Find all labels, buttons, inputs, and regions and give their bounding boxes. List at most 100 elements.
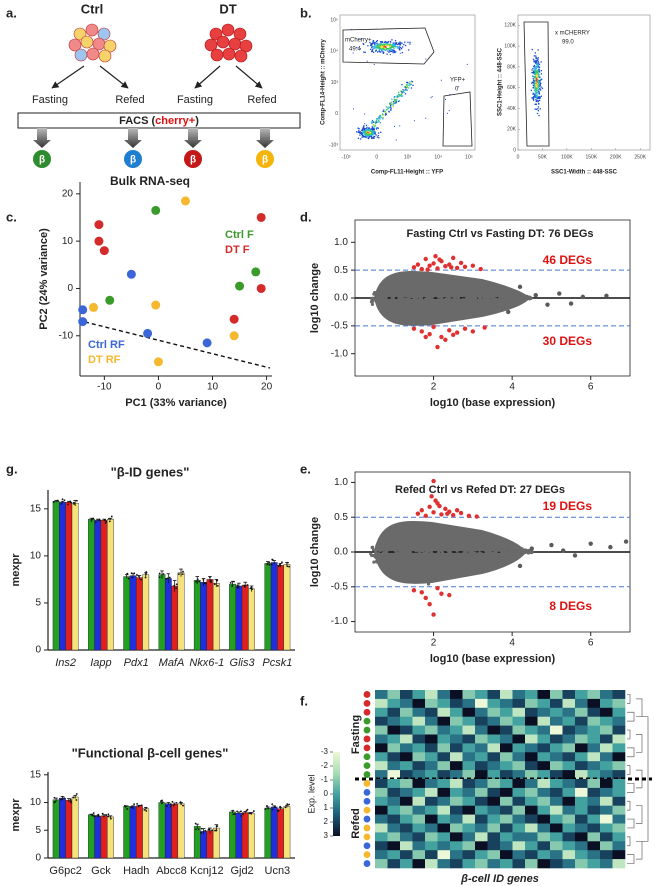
background-dot [460,310,465,314]
background-dot [411,292,416,296]
y-tick-label: 0.5 [334,265,348,276]
bar [283,806,291,859]
background-dot [461,545,465,549]
heatmap-cell [600,770,613,780]
background-dot [432,554,437,558]
heatmap-cell [550,734,563,744]
event-dot [538,97,540,99]
heatmap-cell [550,859,563,869]
cell [68,38,82,52]
point [445,511,450,516]
event-dot [377,132,380,134]
point [447,328,452,333]
heatmap-cell [412,859,426,869]
replicate-dot [266,563,269,566]
replicate-dot [181,573,184,576]
cell [216,35,230,49]
event-dot [390,108,392,111]
replicate-dot [236,810,238,813]
background-dot [487,564,491,568]
event-dot [448,110,450,112]
event-dot [396,97,399,99]
heatmap-cell [550,752,563,762]
event-dot [395,139,397,141]
heatmap-cell [612,796,626,806]
event-dot [539,83,541,86]
event-dot [537,71,539,73]
event-dot [376,45,379,47]
point [126,269,136,279]
cell [204,38,218,52]
event-dot [378,46,381,48]
heatmap-cell [387,841,401,851]
replicate-dot [211,829,214,832]
background-dot [481,301,486,306]
point [180,196,190,206]
event-dot [378,50,380,53]
heatmap-cell [612,859,626,869]
heatmap-cell [475,779,488,789]
heatmap-cell [587,725,601,735]
heatmap-cell [587,814,601,824]
colorbar-tick-label: 1 [324,803,329,812]
heatmap-cell [400,690,413,700]
background-dot [369,552,373,556]
axis-label: SSC1-Height :: 448-SSC [498,47,504,116]
point [415,511,421,516]
heatmap-cell [587,716,601,726]
heatmap-cell [575,779,588,789]
heatmap-cell [550,716,563,726]
heatmap-cell [500,743,513,753]
background-dot [436,568,440,572]
event-dot [400,95,403,97]
tick-label: 0 [335,111,338,117]
event-dot [383,48,385,50]
sample-dot [363,771,371,778]
background-dot [446,555,450,560]
heatmap-cell [575,796,588,806]
replicate-dot [105,814,108,816]
event-dot [406,89,408,91]
event-dot [375,128,378,130]
replicate-dot [97,813,100,816]
event-dot [536,89,538,92]
replicate-dot [200,831,203,834]
event-dot [447,112,449,114]
event-dot [366,131,368,133]
gate-value: 49.4 [349,47,361,53]
background-dot [431,532,435,536]
replicate-dot [233,580,235,583]
event-dot [466,63,468,65]
event-dot [374,42,376,44]
heatmap-cell [600,707,613,717]
event-dot [539,96,541,98]
facs-highlight: cherry+ [155,115,195,127]
event-dot [376,39,378,42]
background-dot [405,556,409,561]
background-dot [418,545,422,550]
group-label: DT [219,1,236,16]
background-dot [394,290,398,294]
replicate-dot [271,803,274,805]
replicate-dot [250,586,253,589]
arrow [194,65,221,89]
bar [164,578,172,651]
background-dot [395,551,399,555]
replicate-dot [107,815,110,818]
event-dot [394,51,396,54]
event-dot [392,42,394,44]
event-dot [392,50,394,52]
heatmap-cell [550,841,563,851]
event-dot [369,132,371,134]
heatmap-cell [462,707,476,717]
event-dot [380,42,382,44]
heatmap-cell [512,734,526,744]
event-dot [396,47,399,49]
heatmap-cell [487,823,501,833]
background-dot [424,293,428,298]
heatmap-cell [475,832,488,842]
dendrogram-branch [627,854,635,864]
heatmap-cell [562,823,576,833]
background-dot [436,550,441,555]
background-dot [398,303,402,307]
